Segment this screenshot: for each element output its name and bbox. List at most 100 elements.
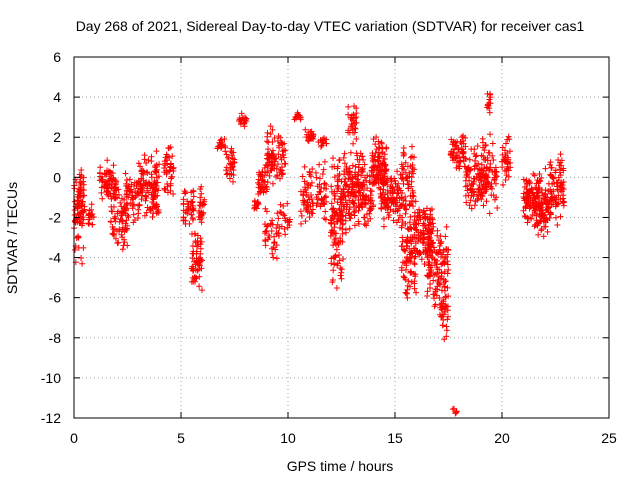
data-point <box>350 111 357 118</box>
data-point <box>198 265 205 272</box>
data-point <box>462 155 469 162</box>
data-point <box>355 220 362 227</box>
data-point <box>402 276 409 283</box>
data-point <box>471 175 478 182</box>
data-point <box>334 218 341 225</box>
data-point <box>379 198 386 205</box>
data-point <box>426 242 433 249</box>
data-point <box>330 155 337 162</box>
data-point <box>473 191 480 198</box>
data-point <box>463 172 470 179</box>
data-point <box>218 136 225 143</box>
data-point <box>334 165 341 172</box>
data-point <box>443 245 450 252</box>
data-point <box>408 240 415 247</box>
data-point <box>263 184 270 191</box>
data-point <box>478 161 485 168</box>
data-point <box>345 210 352 217</box>
data-point <box>266 172 273 179</box>
data-point <box>142 197 149 204</box>
data-point <box>277 208 284 215</box>
data-point <box>314 183 321 190</box>
data-point <box>197 258 204 265</box>
data-point <box>457 138 464 145</box>
data-point <box>434 227 441 234</box>
data-point <box>474 143 481 150</box>
data-point <box>406 173 413 180</box>
data-point <box>403 262 410 269</box>
data-point <box>433 249 440 256</box>
data-point <box>550 174 557 181</box>
data-point <box>331 190 338 197</box>
data-point <box>383 168 390 175</box>
data-point <box>444 251 451 258</box>
data-point <box>536 203 543 210</box>
data-point <box>278 156 285 163</box>
data-point <box>345 175 352 182</box>
data-point <box>308 179 315 186</box>
data-point <box>119 217 126 224</box>
data-point <box>267 123 274 130</box>
data-point <box>425 253 432 260</box>
data-point <box>229 164 236 171</box>
data-point <box>327 232 334 239</box>
data-point <box>401 247 408 254</box>
x-tick-label: 25 <box>601 430 617 446</box>
data-point <box>453 164 460 171</box>
data-point <box>483 198 490 205</box>
data-point <box>549 173 556 180</box>
data-point <box>408 269 415 276</box>
data-point <box>448 148 455 155</box>
data-point <box>226 175 233 182</box>
y-tick-label: -12 <box>41 410 61 426</box>
data-point <box>167 144 174 151</box>
data-point <box>420 240 427 247</box>
data-point <box>198 287 205 294</box>
data-point <box>301 178 308 185</box>
data-point <box>535 231 542 238</box>
data-point <box>468 146 475 153</box>
data-point <box>408 178 415 185</box>
data-point <box>339 225 346 232</box>
data-point <box>329 163 336 170</box>
data-point <box>189 199 196 206</box>
data-point <box>409 249 416 256</box>
data-point <box>135 160 142 167</box>
data-point <box>542 165 549 172</box>
data-point <box>451 145 458 152</box>
data-point <box>428 268 435 275</box>
data-point <box>259 174 266 181</box>
data-point <box>275 215 282 222</box>
data-point <box>123 193 130 200</box>
data-point <box>521 212 528 219</box>
data-point <box>443 223 450 230</box>
data-point <box>338 275 345 282</box>
data-point <box>373 173 380 180</box>
data-point <box>407 258 414 265</box>
data-point <box>126 176 133 183</box>
data-point <box>149 214 156 221</box>
data-point <box>413 289 420 296</box>
data-point <box>346 168 353 175</box>
data-point <box>429 216 436 223</box>
data-point <box>394 187 401 194</box>
data-point <box>308 209 315 216</box>
data-point <box>328 183 335 190</box>
data-point <box>275 133 282 140</box>
data-point <box>321 180 328 187</box>
y-tick-label: -10 <box>41 370 61 386</box>
data-point <box>375 157 382 164</box>
data-point <box>408 143 415 150</box>
y-tick-label: 2 <box>53 129 61 145</box>
data-point <box>536 171 543 178</box>
data-point <box>468 189 475 196</box>
data-point <box>342 226 349 233</box>
data-point <box>379 189 386 196</box>
data-point <box>407 192 414 199</box>
data-point <box>85 220 92 227</box>
data-point <box>354 152 361 159</box>
data-point <box>130 211 137 218</box>
plot-frame <box>73 56 610 419</box>
data-point <box>536 178 543 185</box>
data-point <box>263 208 270 215</box>
